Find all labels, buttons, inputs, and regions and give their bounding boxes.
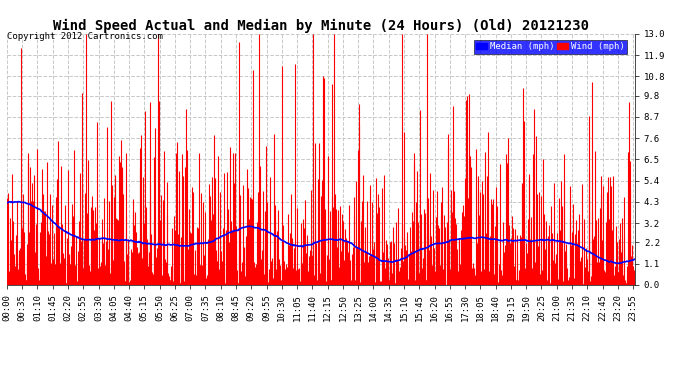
Legend: Median (mph), Wind (mph): Median (mph), Wind (mph) [474,39,627,54]
Text: Copyright 2012 Cartronics.com: Copyright 2012 Cartronics.com [7,32,163,41]
Title: Wind Speed Actual and Median by Minute (24 Hours) (Old) 20121230: Wind Speed Actual and Median by Minute (… [53,18,589,33]
